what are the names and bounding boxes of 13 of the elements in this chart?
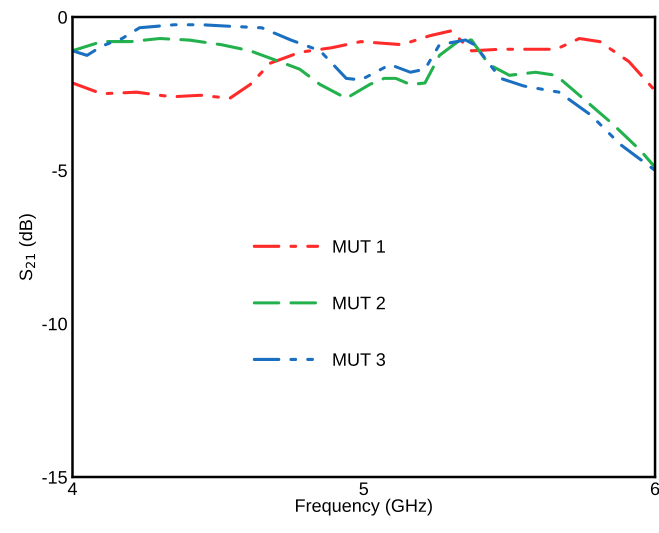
legend-label: MUT 1 [333,240,385,253]
x-axis-title: Frequency (GHz) [296,498,432,516]
line-series [72,29,656,100]
y-tick-label: -10 [42,318,67,330]
y-axis-title: S$_{21}$ (dB) [19,214,36,280]
legend-label: MUT 2 [333,296,385,310]
y-tick-label: -5 [52,164,67,178]
x-tick-label: 4 [68,482,77,495]
x-tick-label: 5 [359,482,368,496]
y-tick-label: -15 [42,471,67,484]
legend-label: MUT 3 [333,353,386,366]
x-tick-label: 6 [650,482,659,496]
y-tick-label: 0 [58,10,67,24]
